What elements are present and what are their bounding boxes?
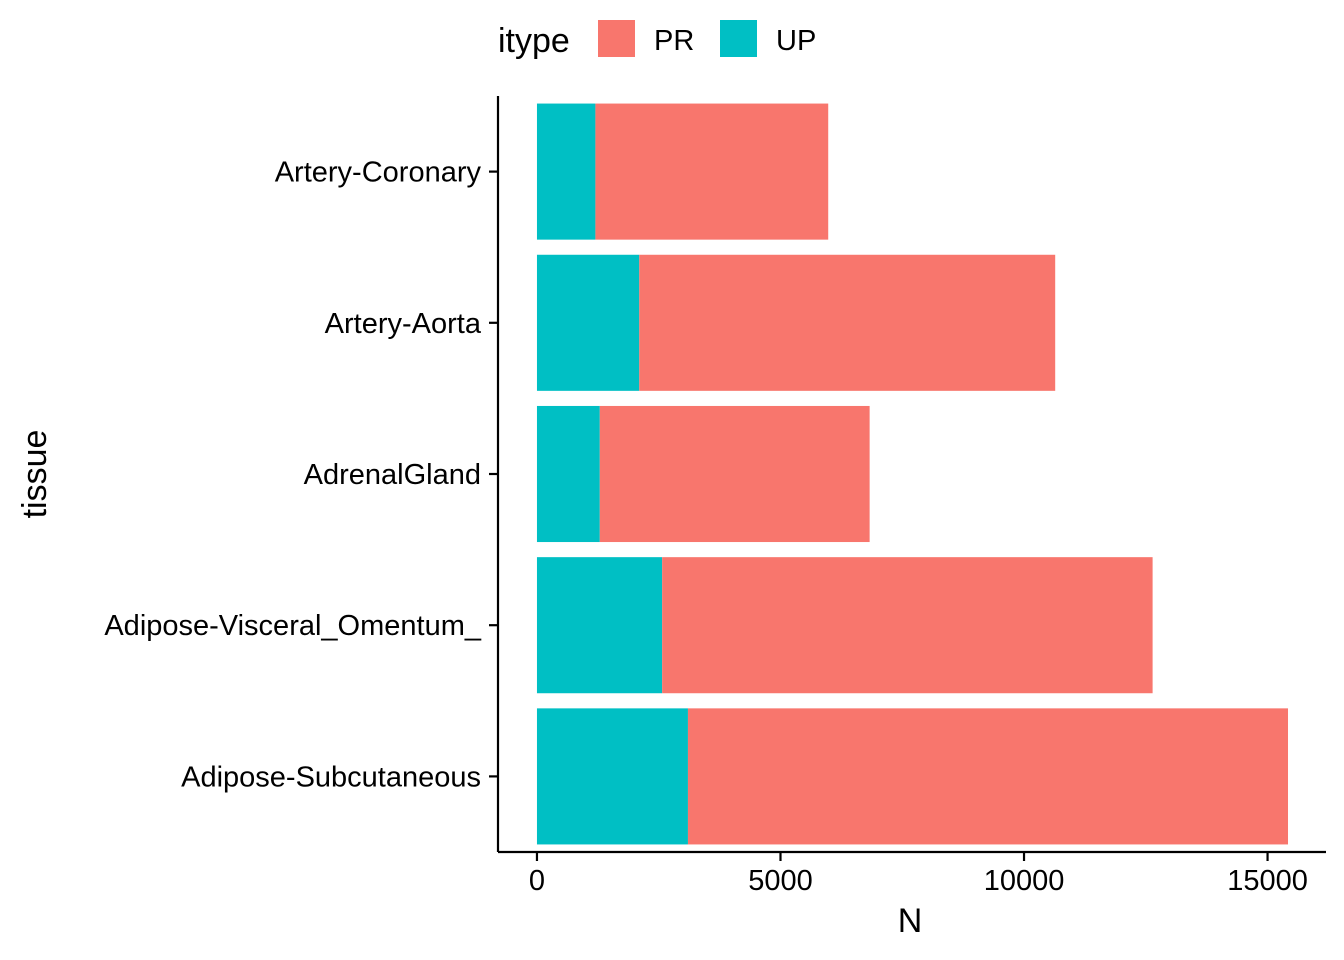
bar-pr-3 (639, 254, 1056, 391)
bar-up-1 (536, 557, 663, 694)
bar-pr-4 (595, 103, 829, 240)
y-axis-title: tissue (16, 430, 54, 519)
y-tick-label: Artery-Coronary (275, 157, 482, 189)
bar-up-2 (536, 405, 600, 543)
bar-up-3 (536, 254, 640, 391)
legend-title: itype (498, 22, 570, 60)
bar-pr-0 (687, 708, 1289, 845)
legend: itype PR UP (498, 20, 816, 60)
legend-label-pr: PR (654, 25, 694, 57)
bars-group (536, 103, 1289, 845)
y-tick-label: Adipose-Visceral_Omentum_ (104, 610, 482, 642)
legend-swatch-up (720, 20, 757, 57)
x-axis-title: N (898, 902, 923, 940)
x-tick-label: 15000 (1227, 865, 1308, 897)
x-tick-label: 0 (529, 865, 545, 897)
legend-swatch-pr (598, 20, 635, 57)
bar-up-4 (536, 103, 596, 240)
y-tick-label: Adipose-Subcutaneous (181, 761, 481, 793)
y-tick-label: Artery-Aorta (325, 308, 482, 340)
y-tick-label: AdrenalGland (304, 459, 481, 491)
x-tick-label: 5000 (748, 865, 813, 897)
y-axis: Adipose-Subcutaneous Adipose-Visceral_Ome… (104, 96, 500, 852)
x-tick-label: 10000 (984, 865, 1065, 897)
x-axis: 0 5000 10000 15000 (498, 850, 1326, 897)
bar-pr-2 (599, 405, 870, 543)
bar-up-0 (536, 708, 688, 845)
bar-pr-1 (662, 557, 1153, 694)
legend-label-up: UP (776, 25, 816, 57)
